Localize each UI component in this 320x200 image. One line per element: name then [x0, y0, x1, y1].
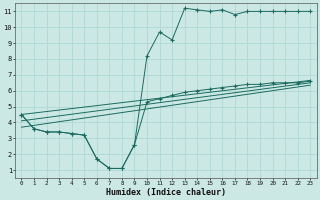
X-axis label: Humidex (Indice chaleur): Humidex (Indice chaleur): [106, 188, 226, 197]
